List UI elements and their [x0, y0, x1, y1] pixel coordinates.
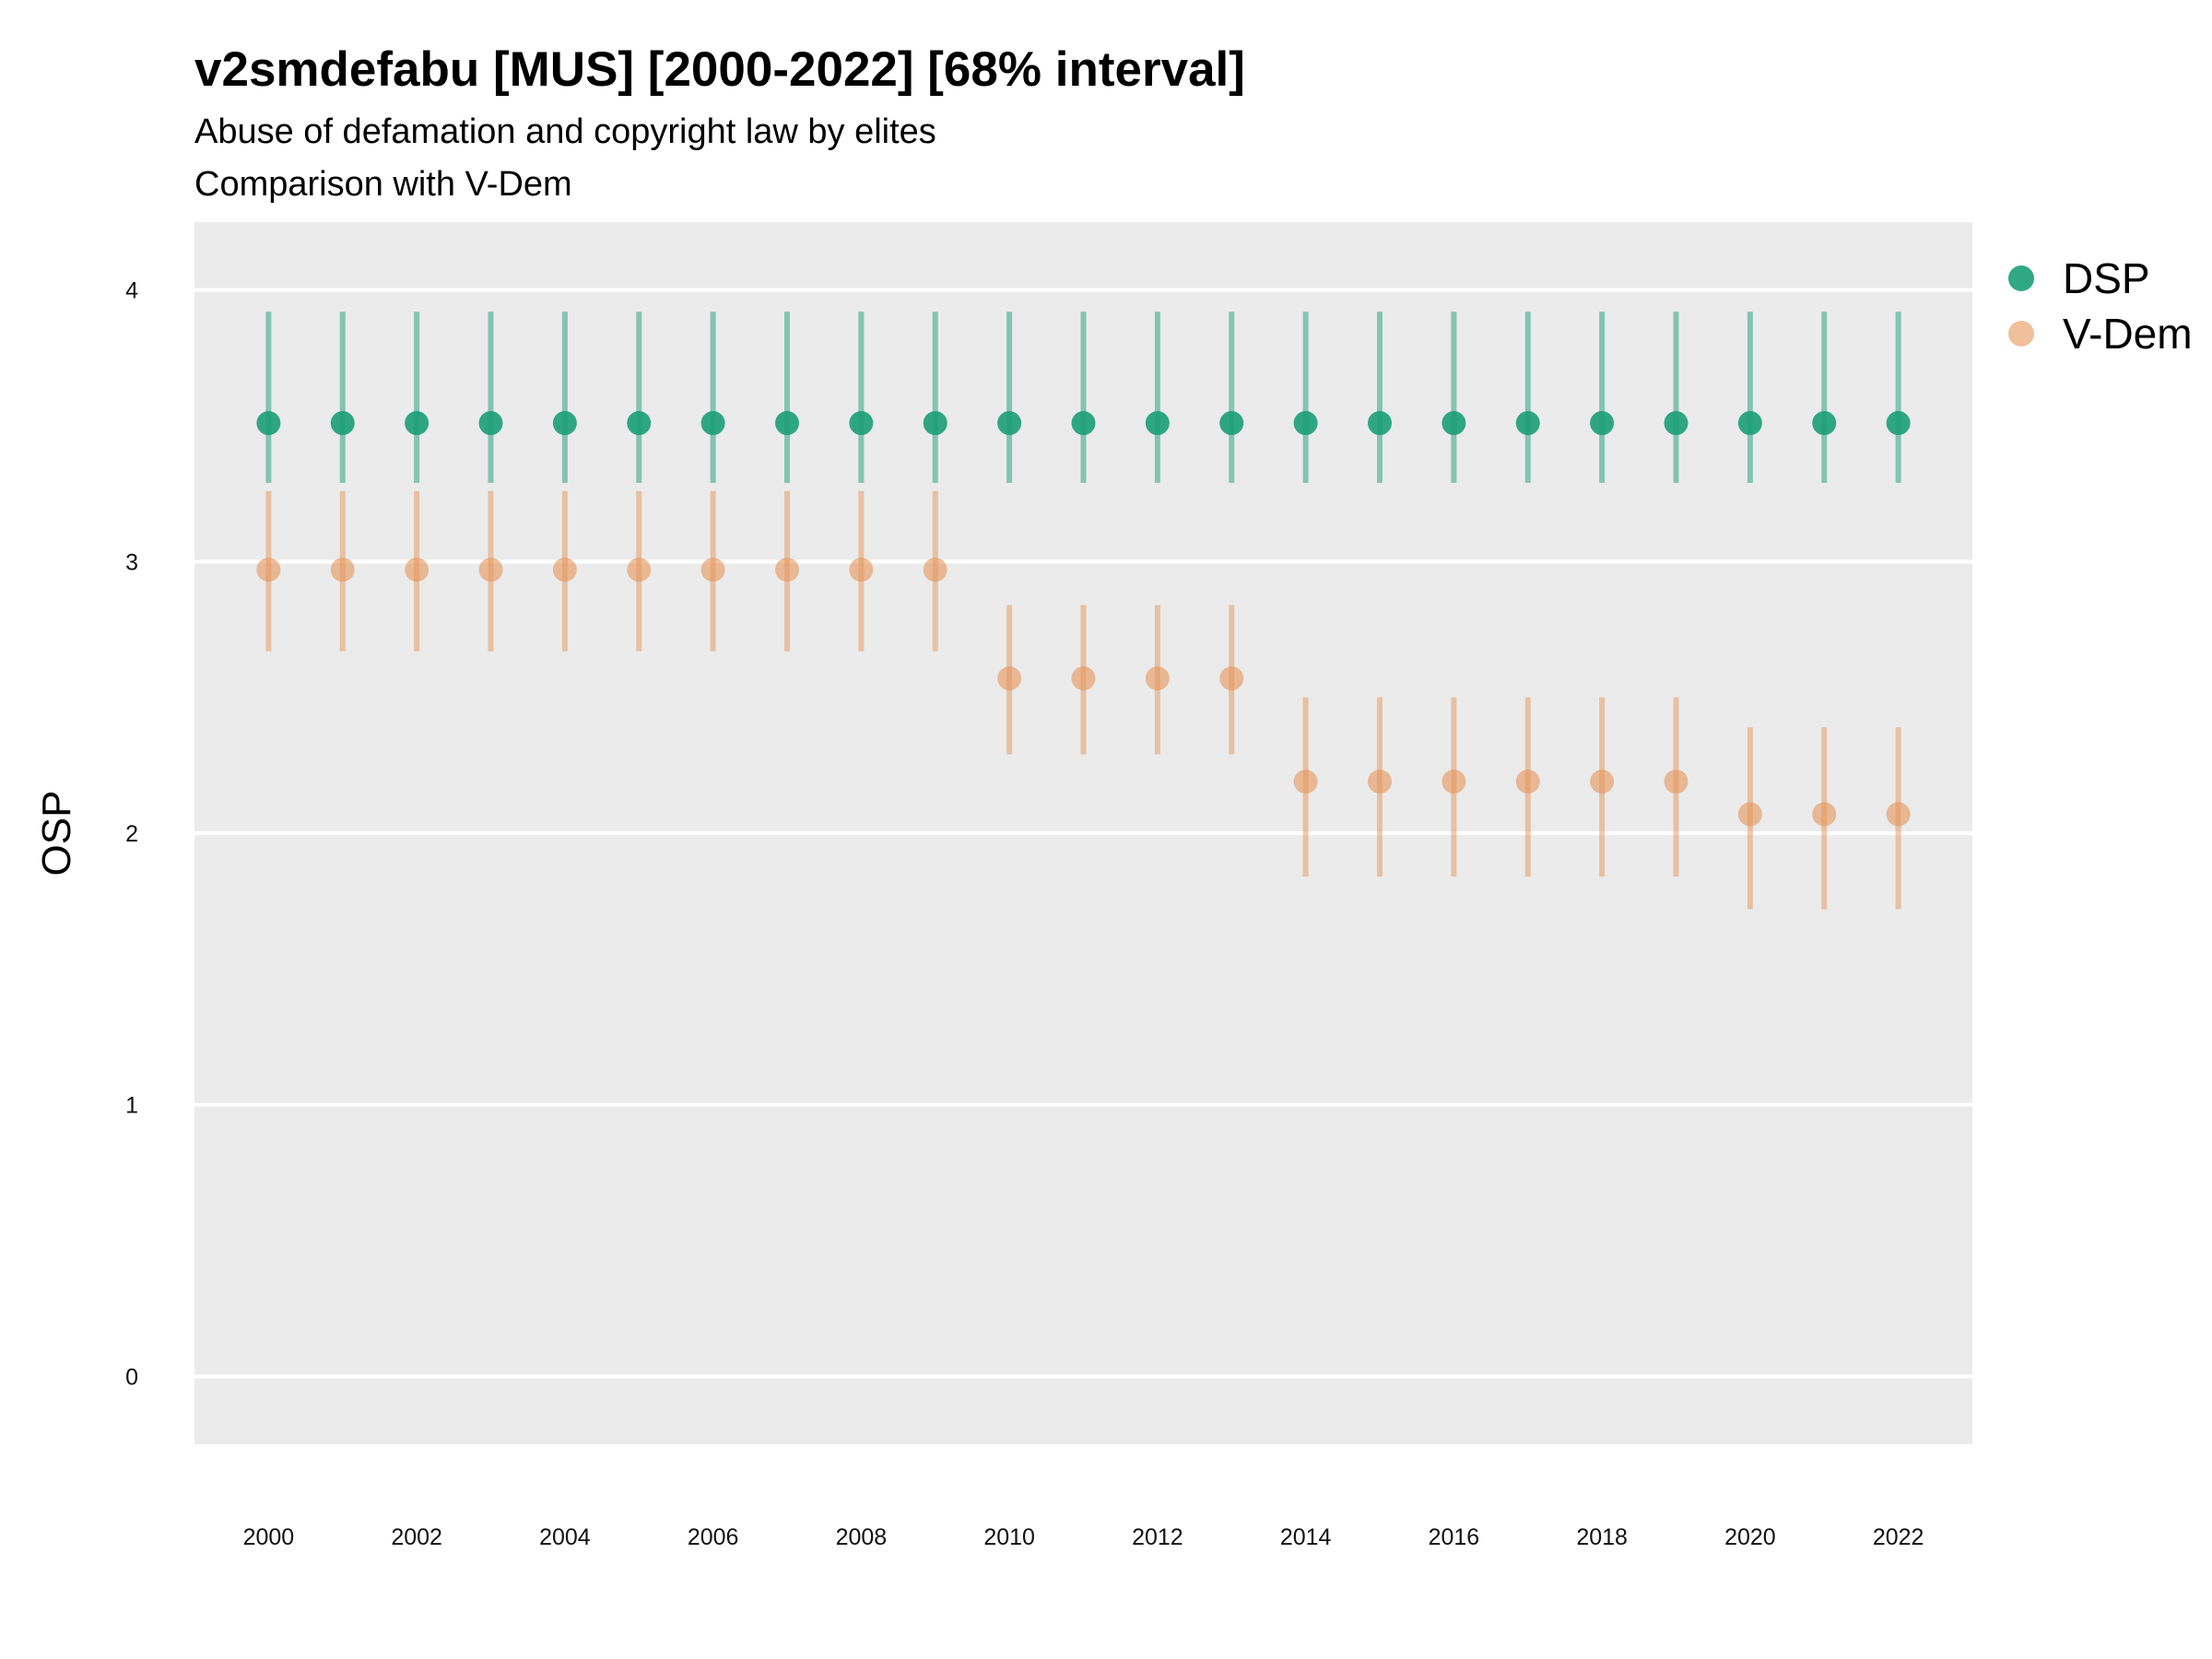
v-dem-point-2014 — [1293, 770, 1318, 794]
v-dem-point-2019 — [1664, 770, 1688, 794]
x-tick-label: 2018 — [1576, 1524, 1628, 1550]
dsp-point-2017 — [1515, 411, 1540, 436]
v-dem-point-2011 — [1071, 666, 1096, 691]
dsp-point-2001 — [330, 411, 355, 436]
v-dem-point-2017 — [1515, 770, 1540, 794]
dsp-point-2004 — [552, 411, 577, 436]
v-dem-point-2013 — [1219, 666, 1244, 691]
dsp-point-2005 — [627, 411, 652, 436]
v-dem-point-2001 — [330, 558, 355, 582]
dsp-point-2003 — [478, 411, 503, 436]
v-dem-point-2008 — [849, 558, 874, 582]
dsp-point-2007 — [775, 411, 799, 436]
series-v-dem — [256, 490, 1911, 910]
data-series — [256, 312, 1911, 910]
x-tick-label: 2016 — [1429, 1524, 1480, 1550]
dsp-point-2010 — [997, 411, 1022, 436]
dsp-point-2014 — [1293, 411, 1318, 436]
legend-label-dsp: DSP — [2063, 254, 2150, 302]
dsp-point-2021 — [1812, 411, 1837, 436]
chart-title: v2smdefabu [MUS] [2000-2022] [68% interv… — [194, 42, 1245, 97]
legend-key-v-dem — [2008, 321, 2034, 347]
v-dem-point-2000 — [256, 558, 281, 582]
series-dsp — [256, 312, 1911, 483]
y-axis-ticks: 0 1 2 3 4 — [125, 278, 138, 1391]
v-dem-point-2015 — [1368, 770, 1392, 794]
v-dem-point-2012 — [1145, 666, 1170, 691]
dsp-point-2008 — [849, 411, 874, 436]
v-dem-point-2016 — [1441, 770, 1466, 794]
dsp-point-2015 — [1368, 411, 1392, 436]
y-axis-label: OSP — [34, 791, 79, 877]
x-tick-label: 2000 — [243, 1524, 295, 1550]
chart-subtitle-line-1: Abuse of defamation and copyright law by… — [194, 112, 936, 151]
x-tick-label: 2006 — [688, 1524, 739, 1550]
dsp-point-2000 — [256, 411, 281, 436]
v-dem-point-2005 — [627, 558, 652, 582]
dsp-point-2020 — [1737, 411, 1762, 436]
dsp-point-2011 — [1071, 411, 1096, 436]
v-dem-point-2018 — [1590, 770, 1615, 794]
v-dem-point-2003 — [478, 558, 503, 582]
chart-subtitle-line-2: Comparison with V-Dem — [194, 165, 572, 204]
v-dem-point-2007 — [775, 558, 799, 582]
dsp-point-2019 — [1664, 411, 1688, 436]
x-tick-label: 2012 — [1132, 1524, 1183, 1550]
x-tick-label: 2014 — [1280, 1524, 1332, 1550]
v-dem-point-2009 — [923, 558, 947, 582]
legend-key-dsp — [2008, 265, 2034, 291]
dsp-point-2002 — [405, 411, 429, 436]
x-tick-label: 2020 — [1724, 1524, 1776, 1550]
x-axis-ticks: 2000 2002 2004 2006 2008 2010 2012 2014 2016 2018… — [243, 1524, 1924, 1550]
v-dem-point-2002 — [405, 558, 429, 582]
y-tick-label: 3 — [125, 549, 138, 575]
v-dem-point-2010 — [997, 666, 1022, 691]
legend-label-v-dem: V-Dem — [2063, 310, 2193, 358]
v-dem-point-2004 — [552, 558, 577, 582]
legend: DSP V-Dem — [2008, 254, 2193, 358]
dsp-point-2009 — [923, 411, 947, 436]
dsp-point-2006 — [700, 411, 725, 436]
v-dem-point-2022 — [1886, 802, 1911, 827]
y-tick-label: 0 — [125, 1364, 138, 1390]
dsp-point-2016 — [1441, 411, 1466, 436]
dsp-point-2013 — [1219, 411, 1244, 436]
y-tick-label: 2 — [125, 821, 138, 847]
x-tick-label: 2010 — [983, 1524, 1035, 1550]
dsp-point-2022 — [1886, 411, 1911, 436]
y-tick-label: 1 — [125, 1093, 138, 1119]
v-dem-point-2021 — [1812, 802, 1837, 827]
x-tick-label: 2022 — [1873, 1524, 1924, 1550]
x-tick-label: 2002 — [391, 1524, 442, 1550]
x-tick-label: 2008 — [836, 1524, 888, 1550]
x-tick-label: 2004 — [539, 1524, 591, 1550]
v-dem-point-2020 — [1737, 802, 1762, 827]
y-tick-label: 4 — [125, 278, 138, 304]
v-dem-point-2006 — [700, 558, 725, 582]
dsp-point-2018 — [1590, 411, 1615, 436]
dsp-point-2012 — [1145, 411, 1170, 436]
